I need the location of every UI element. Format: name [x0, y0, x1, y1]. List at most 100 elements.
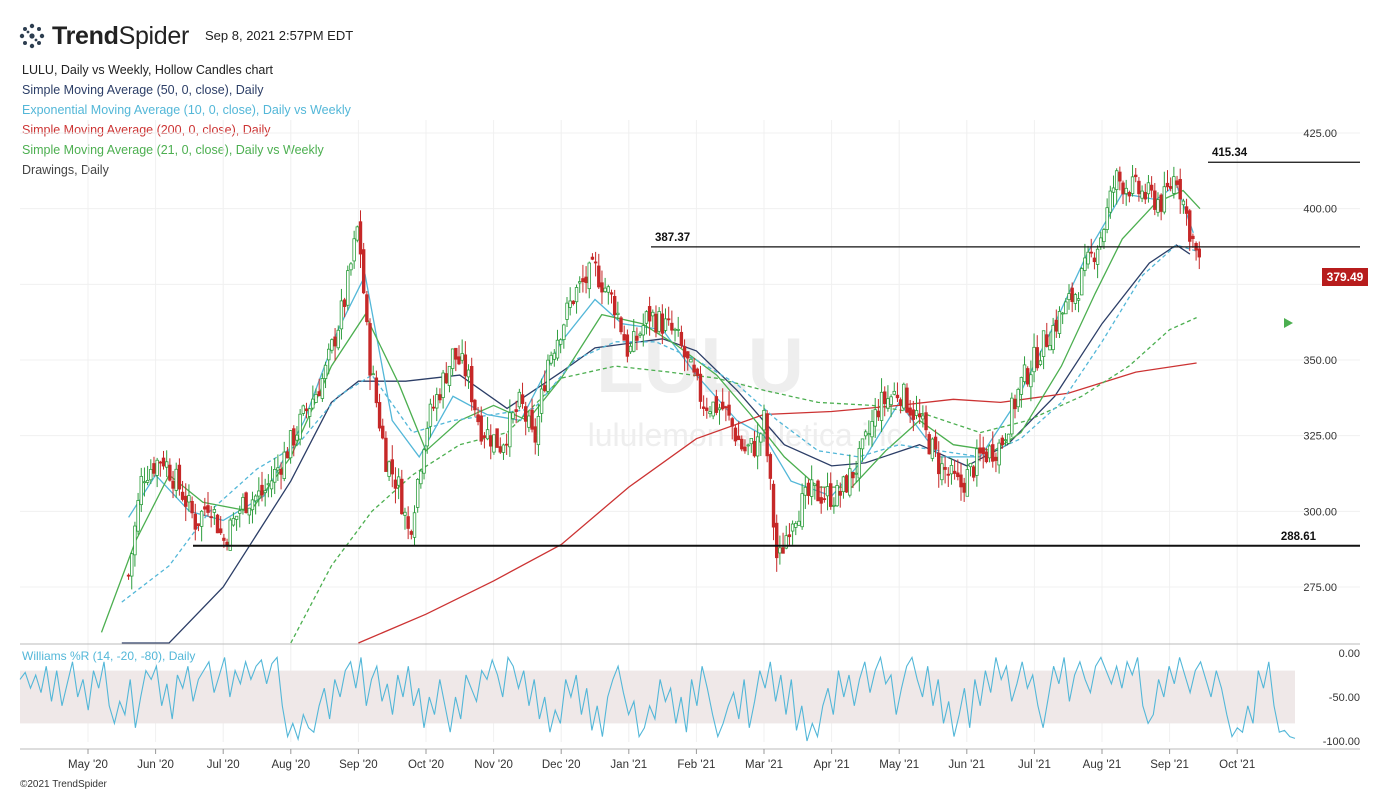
candle-body: [396, 476, 401, 486]
candle-body: [482, 435, 487, 438]
candle-body: [1080, 268, 1084, 296]
candle-body: [727, 404, 731, 416]
legend-item-sma21[interactable]: Simple Moving Average (21, 0, close), Da…: [22, 143, 324, 157]
oscillator-label[interactable]: Williams %R (14, -20, -80), Daily: [22, 649, 196, 663]
candle-body: [895, 394, 900, 399]
candle-body: [981, 447, 985, 455]
legend-item-sma200[interactable]: Simple Moving Average (200, 0, close), D…: [22, 123, 271, 137]
candle-body: [190, 500, 194, 514]
candle-body: [1029, 374, 1033, 388]
candle-body: [466, 369, 471, 378]
candle-body: [489, 435, 493, 447]
candle-body: [1175, 180, 1179, 185]
candle-body: [539, 388, 544, 414]
candle-body: [218, 528, 223, 534]
candle-body: [155, 459, 159, 476]
candle-body: [479, 415, 483, 442]
copyright-text: ©2021 TrendSpider: [20, 779, 107, 790]
candle-body: [1048, 344, 1052, 351]
candle-body: [616, 312, 620, 315]
legend-item-drawings[interactable]: Drawings, Daily: [22, 163, 109, 177]
candle-body: [778, 547, 782, 554]
candle-body: [654, 313, 658, 333]
candle-body: [285, 451, 290, 459]
candle-body: [720, 401, 725, 410]
candle-body: [917, 413, 922, 418]
candle-body: [276, 467, 280, 471]
candle-body: [339, 300, 344, 330]
indicator-line-0: [121, 244, 1191, 644]
candle-body: [1010, 397, 1014, 435]
candle-body: [962, 482, 966, 493]
time-axis-label: Jan '21: [610, 759, 647, 771]
candle-body: [1051, 325, 1055, 351]
candle-body: [644, 311, 649, 324]
oscillator-axis-tick: -50.00: [1329, 692, 1360, 704]
candle-body: [1086, 251, 1090, 265]
candle-body: [708, 411, 712, 414]
candle-body: [705, 407, 709, 411]
candle-body: [298, 413, 302, 440]
candle-body: [829, 483, 833, 507]
candle-body: [374, 377, 379, 404]
candle-body: [968, 463, 973, 468]
candle-body: [1026, 368, 1030, 385]
candle-body: [520, 394, 525, 404]
candle-body: [533, 426, 537, 443]
candle-body: [902, 383, 906, 409]
candle-body: [320, 378, 325, 399]
candle-body: [365, 294, 369, 323]
horizontal-level-label: 387.37: [655, 232, 690, 244]
candle-body: [352, 238, 356, 262]
candle-body: [937, 452, 941, 475]
candle-body: [552, 352, 557, 360]
grid-lines: [20, 120, 1360, 742]
price-axis-tick: 325.00: [1303, 431, 1337, 443]
candle-body: [327, 348, 331, 361]
candle-body: [784, 535, 788, 549]
drawn-levels: 415.34 387.37 288.61: [193, 147, 1360, 547]
candle-body: [1000, 437, 1004, 446]
candle-body: [651, 311, 655, 317]
candle-body: [1089, 251, 1093, 254]
last-price-badge: [1322, 268, 1368, 286]
time-axis-label: Sep '20: [339, 759, 378, 771]
candle-body: [1057, 311, 1062, 334]
legend-item-sma50[interactable]: Simple Moving Average (50, 0, close), Da…: [22, 83, 264, 97]
candle-body: [1035, 347, 1039, 369]
candle-body: [816, 480, 820, 502]
candle-body: [590, 256, 595, 260]
horizontal-level-label: 415.34: [1212, 147, 1248, 159]
candle-body: [441, 372, 445, 398]
candle-body: [924, 412, 928, 431]
candle-body: [714, 396, 719, 413]
candlesticks: [126, 164, 1201, 590]
candle-body: [959, 474, 963, 488]
candle-body: [266, 483, 271, 486]
time-axis-label: Dec '20: [542, 759, 581, 771]
candle-body: [209, 516, 213, 519]
candle-body: [838, 490, 842, 496]
candle-body: [914, 410, 919, 416]
candle-body: [933, 436, 938, 450]
candle-body: [612, 296, 617, 316]
time-axis-label: Oct '21: [1219, 759, 1255, 771]
candle-body: [692, 364, 696, 373]
candle-body: [819, 497, 823, 504]
candle-body: [177, 464, 182, 490]
candle-body: [794, 523, 798, 528]
candle-body: [730, 418, 734, 427]
candle-body: [790, 523, 795, 532]
candle-body: [311, 398, 315, 409]
candle-body: [126, 574, 131, 577]
candle-body: [946, 473, 950, 476]
candle-body: [504, 443, 509, 446]
candle-body: [203, 506, 207, 510]
oscillator-axis-tick: -100.00: [1323, 736, 1360, 748]
candle-body: [1137, 180, 1141, 195]
candle-body: [517, 391, 522, 408]
candle-body: [307, 408, 312, 417]
candle-body: [1102, 229, 1106, 243]
legend-item-ema10[interactable]: Exponential Moving Average (10, 0, close…: [22, 103, 351, 117]
candle-body: [603, 287, 607, 293]
